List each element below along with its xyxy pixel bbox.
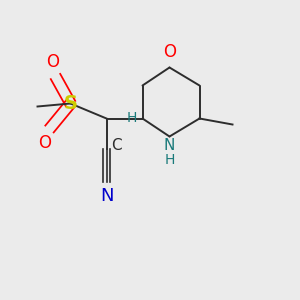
Text: N: N	[100, 187, 113, 205]
Text: H: H	[164, 153, 175, 167]
Text: O: O	[163, 43, 176, 61]
Text: N: N	[164, 138, 175, 153]
Text: H: H	[126, 112, 136, 125]
Text: S: S	[64, 94, 77, 113]
Text: O: O	[38, 134, 52, 152]
Text: C: C	[111, 138, 122, 153]
Text: O: O	[46, 53, 59, 71]
